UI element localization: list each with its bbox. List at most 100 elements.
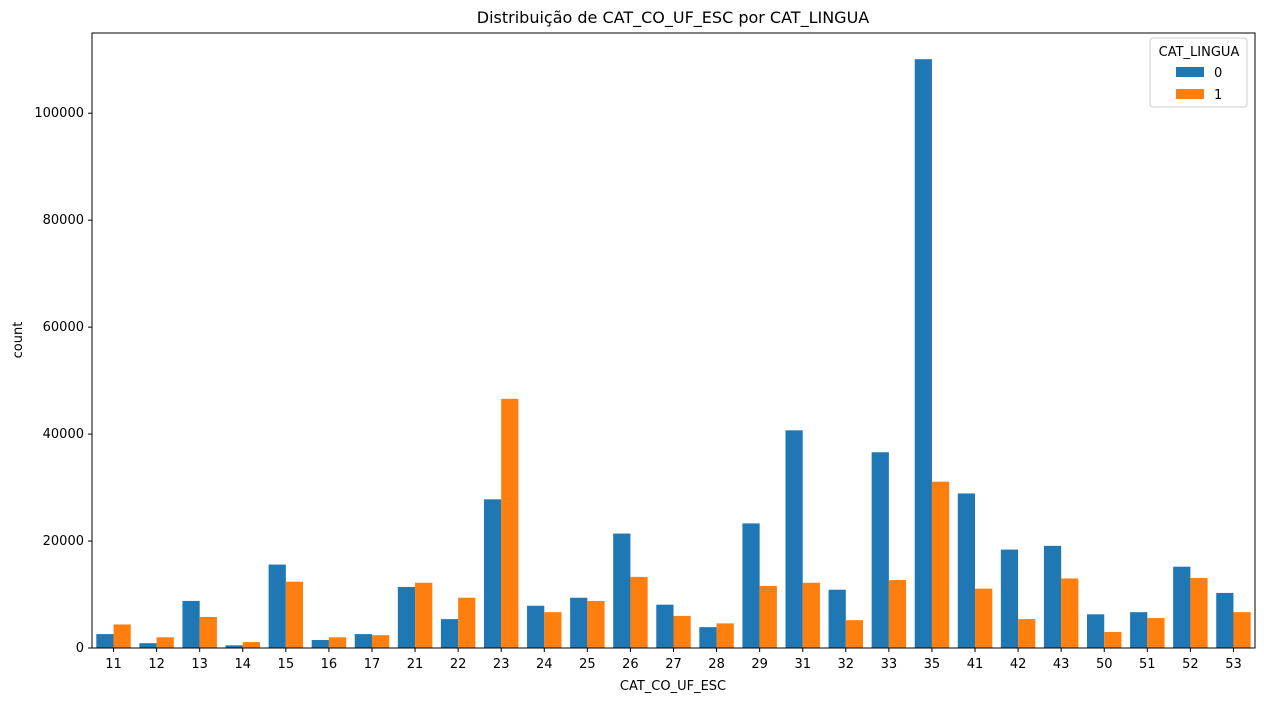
x-tick-label: 51: [1139, 657, 1156, 672]
x-tick-label: 35: [924, 657, 941, 672]
bar-31-series-0: [785, 430, 803, 648]
x-tick-label: 12: [148, 657, 165, 672]
bar-23-series-0: [483, 499, 502, 648]
bar-23-series-1: [501, 398, 519, 648]
legend-swatch-1: [1176, 89, 1204, 99]
bar-53-series-1: [1233, 612, 1251, 648]
bar-53-series-0: [1216, 592, 1234, 648]
x-tick-label: 50: [1096, 657, 1113, 672]
bar-17-series-0: [354, 634, 372, 648]
bar-35-series-1: [931, 481, 950, 648]
bar-32-series-0: [828, 589, 846, 648]
bar-12-series-0: [139, 643, 157, 648]
bar-50-series-1: [1104, 631, 1122, 648]
bar-11-series-0: [96, 634, 114, 648]
x-tick-label: 14: [234, 657, 251, 672]
bar-16-series-0: [311, 639, 329, 648]
x-tick-label: 27: [665, 657, 682, 672]
x-axis-label: CAT_CO_UF_ESC: [620, 679, 726, 694]
x-tick-label: 25: [579, 657, 596, 672]
x-tick-label: 28: [708, 657, 725, 672]
y-axis-ticks: 0 20000 40000 60000 80000 100000: [34, 106, 92, 656]
x-tick-label: 24: [536, 657, 553, 672]
bar-14-series-0: [225, 645, 243, 648]
bar-43-series-0: [1043, 545, 1062, 648]
x-tick-label: 17: [364, 657, 381, 672]
bar-25-series-0: [570, 597, 588, 648]
bar-13-series-0: [182, 600, 200, 648]
x-axis-ticks: 11 12 13 14 15 16 17 21 22 23 24 25 26 27 28 29 31 32 33 35…: [105, 648, 1242, 672]
legend-label-0: 0: [1214, 66, 1222, 81]
bar-42-series-0: [1000, 549, 1019, 648]
bar-29-series-1: [759, 585, 777, 648]
legend-label-1: 1: [1214, 88, 1222, 103]
bar-52-series-0: [1173, 566, 1191, 648]
x-tick-label: 26: [622, 657, 639, 672]
x-tick-label: 53: [1225, 657, 1242, 672]
y-tick-label: 100000: [34, 106, 84, 121]
bar-28-series-0: [699, 627, 717, 648]
bar-33-series-0: [871, 452, 889, 648]
x-tick-label: 31: [794, 657, 811, 672]
y-tick-label: 20000: [43, 534, 84, 549]
bar-24-series-0: [527, 605, 545, 648]
bar-21-series-0: [397, 587, 416, 648]
bar-41-series-1: [975, 588, 993, 648]
bar-51-series-1: [1147, 618, 1165, 648]
x-tick-label: 11: [105, 657, 122, 672]
bar-17-series-1: [371, 635, 390, 648]
y-tick-label: 0: [76, 641, 84, 656]
bar-13-series-1: [199, 616, 217, 648]
legend: CAT_LINGUA 0 1: [1149, 37, 1248, 108]
x-tick-label: 22: [450, 657, 467, 672]
x-tick-label: 41: [967, 657, 984, 672]
bar-25-series-1: [587, 600, 605, 648]
bar-41-series-0: [957, 493, 976, 648]
bar-11-series-1: [113, 624, 131, 648]
bar-33-series-1: [888, 580, 907, 648]
bar-32-series-1: [845, 620, 864, 648]
legend-title: CAT_LINGUA: [1159, 45, 1240, 60]
x-tick-label: 43: [1053, 657, 1070, 672]
bar-28-series-1: [716, 623, 734, 648]
bar-50-series-0: [1087, 614, 1105, 648]
bar-24-series-1: [544, 612, 562, 648]
bar-31-series-1: [802, 582, 820, 648]
x-tick-label: 23: [493, 657, 510, 672]
x-tick-label: 29: [751, 657, 768, 672]
bar-42-series-1: [1018, 619, 1036, 648]
y-tick-label: 80000: [43, 213, 84, 228]
legend-swatch-0: [1176, 67, 1204, 77]
x-tick-label: 16: [321, 657, 338, 672]
x-tick-label: 32: [838, 657, 855, 672]
bar-21-series-1: [415, 582, 433, 648]
bar-52-series-1: [1190, 577, 1208, 648]
bar-26-series-1: [630, 576, 648, 648]
x-tick-label: 52: [1182, 657, 1199, 672]
bar-29-series-0: [742, 523, 760, 648]
x-tick-label: 13: [191, 657, 208, 672]
bar-27-series-1: [673, 615, 691, 648]
bar-15-series-1: [285, 581, 304, 648]
bars-group: [96, 59, 1251, 648]
bar-16-series-1: [328, 637, 347, 648]
bar-15-series-0: [268, 564, 286, 648]
bar-12-series-1: [156, 637, 174, 648]
y-axis-label: count: [11, 322, 26, 359]
chart-title: Distribuição de CAT_CO_UF_ESC por CAT_LI…: [477, 8, 870, 28]
bar-22-series-1: [458, 597, 476, 648]
bar-26-series-0: [613, 533, 631, 648]
x-tick-label: 15: [278, 657, 295, 672]
bar-35-series-0: [914, 59, 932, 648]
y-tick-label: 60000: [43, 320, 84, 335]
x-tick-label: 21: [407, 657, 424, 672]
bar-27-series-0: [656, 604, 674, 648]
bar-51-series-0: [1130, 612, 1148, 648]
bar-43-series-1: [1061, 578, 1079, 648]
y-tick-label: 40000: [43, 427, 84, 442]
bar-14-series-1: [242, 642, 260, 648]
x-tick-label: 33: [881, 657, 898, 672]
x-tick-label: 42: [1010, 657, 1027, 672]
bar-22-series-0: [440, 619, 459, 648]
